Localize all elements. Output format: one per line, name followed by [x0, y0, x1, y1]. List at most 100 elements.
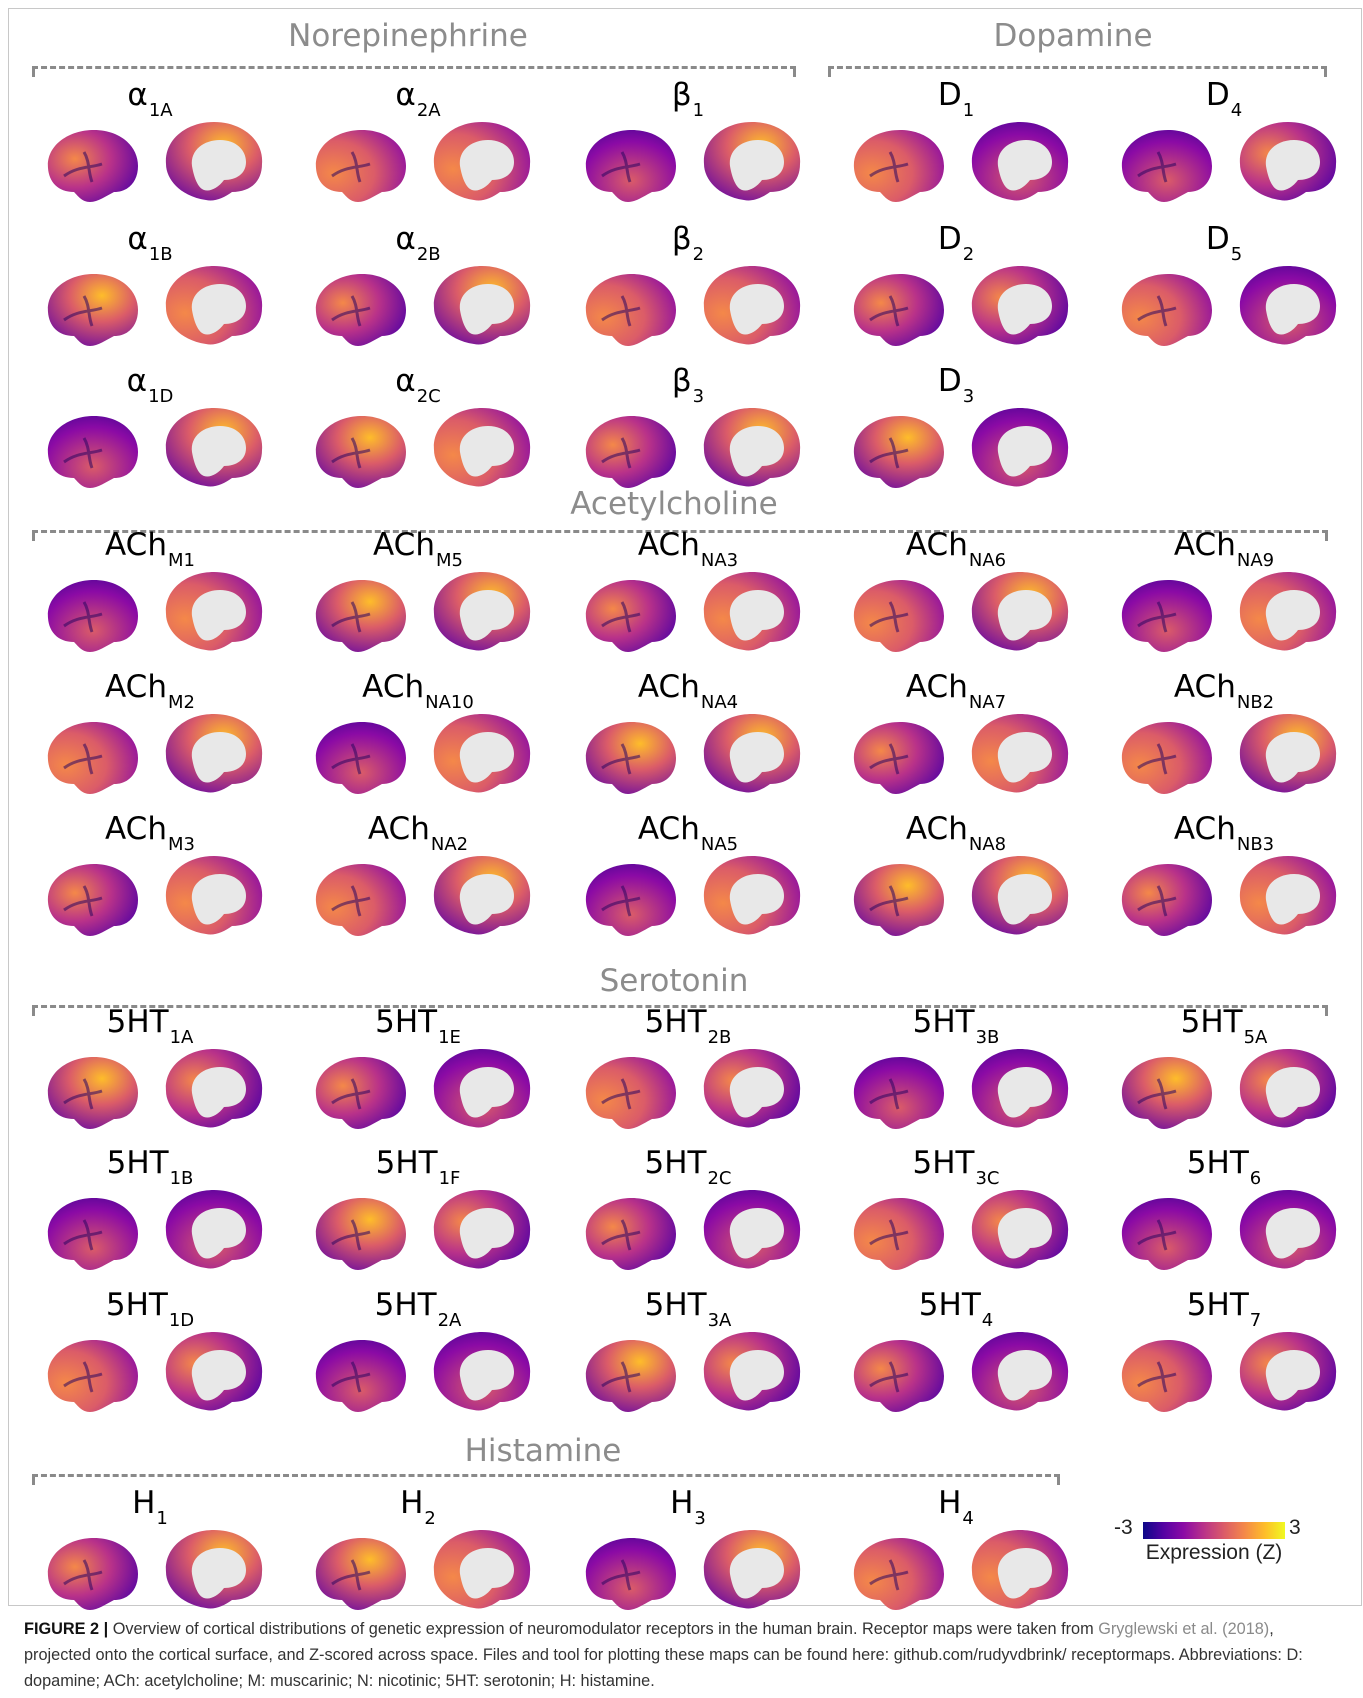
medial-brain-view: [433, 1190, 531, 1269]
receptor-panel: 5HT1B: [32, 1146, 268, 1276]
receptor-label-subscript: 1F: [438, 1168, 461, 1189]
lateral-brain-view: [853, 1198, 944, 1270]
receptor-label-base: α: [395, 363, 416, 399]
receptor-panel: 5HT2C: [570, 1146, 806, 1276]
group-bracket: [828, 66, 1327, 77]
group-bracket: [32, 530, 1328, 541]
caption-text-before: Overview of cortical distributions of ge…: [108, 1620, 1099, 1638]
lateral-brain-view: [585, 722, 676, 794]
receptor-label-base: 5HT: [375, 1004, 438, 1040]
receptor-label-subscript: 5A: [1243, 1027, 1268, 1048]
medial-brain-view: [971, 266, 1069, 345]
receptor-panel: AChNA9: [1106, 528, 1342, 658]
receptor-label-subscript: 3C: [975, 1168, 1000, 1189]
lateral-brain-view: [853, 864, 944, 936]
receptor-panel: β3: [570, 364, 806, 494]
receptor-label-base: ACh: [105, 527, 167, 563]
receptor-label-subscript: NB2: [1236, 692, 1275, 713]
medial-brain-view: [165, 714, 263, 793]
receptor-panel: AChNA2: [300, 812, 536, 942]
receptor-label-base: 5HT: [374, 1287, 437, 1323]
receptor-panel: H1: [32, 1486, 268, 1616]
receptor-label-base: β: [671, 363, 692, 399]
receptor-label: α2B: [395, 222, 440, 272]
receptor-panel: AChNA4: [570, 670, 806, 800]
receptor-label-base: β: [671, 221, 692, 257]
receptor-label-subscript: 4: [981, 1310, 994, 1331]
receptor-panel: D4: [1106, 78, 1342, 208]
receptor-panel: H4: [838, 1486, 1074, 1616]
receptor-label-base: α: [395, 77, 416, 113]
lateral-brain-view: [1121, 1340, 1212, 1412]
receptor-panel: 5HT4: [838, 1288, 1074, 1418]
receptor-panel: AChNA7: [838, 670, 1074, 800]
medial-brain-view: [971, 408, 1069, 487]
receptor-label-subscript: 2: [962, 244, 975, 265]
lateral-brain-view: [853, 416, 944, 488]
lateral-brain-view: [315, 130, 406, 202]
lateral-brain-view: [1121, 1057, 1212, 1129]
receptor-label: AChNA7: [906, 670, 1006, 720]
lateral-brain-view: [853, 1340, 944, 1412]
receptor-label-subscript: 6: [1249, 1168, 1262, 1189]
receptor-label-subscript: NA6: [968, 550, 1007, 571]
lateral-brain-view: [315, 1340, 406, 1412]
medial-brain-view: [703, 1190, 801, 1269]
receptor-label: AChNA6: [906, 528, 1006, 578]
medial-brain-view: [165, 1049, 263, 1128]
receptor-label-base: D: [937, 363, 962, 399]
receptor-label-subscript: 3: [692, 386, 705, 407]
receptor-panel: AChM2: [32, 670, 268, 800]
receptor-panel: β2: [570, 222, 806, 352]
receptor-panel: α1A: [32, 78, 268, 208]
receptor-panel: H3: [570, 1486, 806, 1616]
lateral-brain-view: [315, 1198, 406, 1270]
lateral-brain-view: [315, 1057, 406, 1129]
receptor-label-subscript: 3: [694, 1508, 706, 1529]
colorbar-gradient: [1143, 1522, 1285, 1539]
lateral-brain-view: [1121, 580, 1212, 652]
receptor-label-subscript: NA3: [700, 550, 739, 571]
receptor-label-subscript: M2: [167, 692, 195, 713]
medial-brain-view: [433, 1049, 531, 1128]
receptor-panel: α2A: [300, 78, 536, 208]
caption-citation: Gryglewski et al. (2018): [1098, 1620, 1270, 1638]
receptor-label-subscript: 1B: [169, 1168, 194, 1189]
lateral-brain-view: [1121, 130, 1212, 202]
medial-brain-view: [703, 122, 801, 201]
medial-brain-view: [165, 408, 263, 487]
caption-text-after: , projected onto the cortical surface, a…: [24, 1620, 1303, 1690]
receptor-panel: AChNB3: [1106, 812, 1342, 942]
receptor-label-subscript: NA8: [968, 834, 1007, 855]
lateral-brain-view: [47, 1198, 138, 1270]
receptor-label-base: D: [937, 77, 962, 113]
lateral-brain-view: [853, 580, 944, 652]
receptor-label-subscript: 4: [962, 1508, 974, 1529]
receptor-label-subscript: NB3: [1236, 834, 1275, 855]
receptor-panel: α2C: [300, 364, 536, 494]
receptor-label-base: 5HT: [105, 1287, 168, 1323]
medial-brain-view: [1239, 1049, 1337, 1128]
figure-number: FIGURE 2 |: [24, 1620, 109, 1638]
receptor-label: α1B: [127, 222, 172, 272]
receptor-label-subscript: 1: [156, 1508, 168, 1529]
receptor-label-subscript: NA7: [968, 692, 1007, 713]
receptor-label-base: D: [1205, 77, 1230, 113]
receptor-panel: AChM3: [32, 812, 268, 942]
medial-brain-view: [971, 122, 1069, 201]
receptor-label-subscript: 2C: [707, 1168, 732, 1189]
colorbar: -3 3 Expression (Z): [1114, 1516, 1301, 1586]
receptor-label-base: 5HT: [106, 1145, 169, 1181]
receptor-label: AChNA5: [638, 812, 738, 862]
medial-brain-view: [433, 572, 531, 651]
receptor-label: 5HT5A: [1181, 1005, 1268, 1055]
receptor-panel: 5HT1E: [300, 1005, 536, 1135]
receptor-label: α1D: [127, 364, 174, 414]
lateral-brain-view: [315, 416, 406, 488]
receptor-label: α2A: [395, 78, 440, 128]
receptor-label-base: β: [671, 77, 692, 113]
medial-brain-view: [703, 856, 801, 935]
receptor-label-base: 5HT: [918, 1287, 981, 1323]
receptor-panel: AChM5: [300, 528, 536, 658]
receptor-label-base: 5HT: [644, 1287, 707, 1323]
